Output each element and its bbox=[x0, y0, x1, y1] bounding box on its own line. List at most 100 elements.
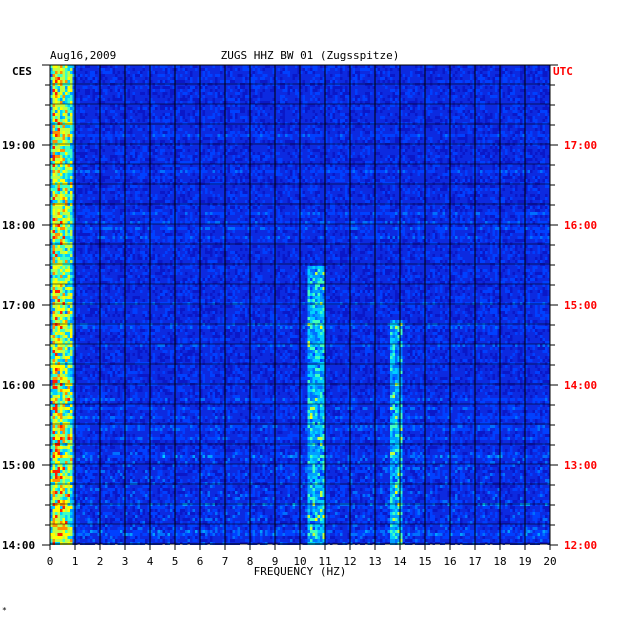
heatmap-cell bbox=[58, 137, 61, 140]
heatmap-cell bbox=[60, 77, 63, 80]
heatmap-cell bbox=[483, 86, 486, 89]
heatmap-cell bbox=[495, 137, 498, 140]
heatmap-cell bbox=[135, 80, 138, 83]
heatmap-cell bbox=[145, 137, 148, 140]
heatmap-cell bbox=[105, 152, 108, 155]
heatmap-cell bbox=[443, 74, 446, 77]
heatmap-cell bbox=[380, 125, 383, 128]
heatmap-cell bbox=[508, 77, 511, 80]
heatmap-cell bbox=[433, 98, 436, 101]
heatmap-cell bbox=[230, 113, 233, 116]
heatmap-cell bbox=[453, 152, 456, 155]
heatmap-cell bbox=[540, 80, 543, 83]
heatmap-cell bbox=[93, 110, 96, 113]
heatmap-cell bbox=[130, 146, 133, 149]
heatmap-cell bbox=[395, 98, 398, 101]
heatmap-cell bbox=[155, 116, 158, 119]
heatmap-cell bbox=[338, 92, 341, 95]
heatmap-cell bbox=[263, 125, 266, 128]
heatmap-cell bbox=[383, 71, 386, 74]
heatmap-cell bbox=[460, 86, 463, 89]
heatmap-cell bbox=[60, 131, 63, 134]
heatmap-cell bbox=[263, 95, 266, 98]
heatmap-cell bbox=[78, 119, 81, 122]
heatmap-cell bbox=[145, 140, 148, 143]
heatmap-cell bbox=[303, 74, 306, 77]
heatmap-cell bbox=[543, 146, 546, 149]
heatmap-cell bbox=[533, 119, 536, 122]
heatmap-cell bbox=[495, 110, 498, 113]
heatmap-cell bbox=[88, 113, 91, 116]
heatmap-cell bbox=[343, 107, 346, 110]
heatmap-cell bbox=[360, 155, 363, 158]
heatmap-cell bbox=[230, 89, 233, 92]
heatmap-cell bbox=[55, 140, 58, 143]
heatmap-cell bbox=[535, 119, 538, 122]
heatmap-cell bbox=[353, 77, 356, 80]
heatmap-cell bbox=[70, 131, 73, 134]
heatmap-cell bbox=[205, 140, 208, 143]
heatmap-cell bbox=[515, 71, 518, 74]
heatmap-cell bbox=[360, 152, 363, 155]
heatmap-cell bbox=[318, 158, 321, 161]
heatmap-cell bbox=[490, 74, 493, 77]
heatmap-cell bbox=[278, 107, 281, 110]
heatmap-cell bbox=[538, 125, 541, 128]
heatmap-cell bbox=[68, 125, 71, 128]
heatmap-cell bbox=[240, 80, 243, 83]
heatmap-cell bbox=[260, 140, 263, 143]
heatmap-cell bbox=[413, 80, 416, 83]
heatmap-cell bbox=[478, 68, 481, 71]
heatmap-cell bbox=[455, 92, 458, 95]
heatmap-cell bbox=[415, 146, 418, 149]
heatmap-cell bbox=[158, 110, 161, 113]
heatmap-cell bbox=[183, 149, 186, 152]
heatmap-cell bbox=[63, 155, 66, 158]
heatmap-cell bbox=[85, 95, 88, 98]
heatmap-cell bbox=[353, 155, 356, 158]
heatmap-cell bbox=[153, 77, 156, 80]
heatmap-cell bbox=[393, 152, 396, 155]
heatmap-cell bbox=[370, 68, 373, 71]
heatmap-cell bbox=[170, 149, 173, 152]
heatmap-cell bbox=[188, 89, 191, 92]
heatmap-cell bbox=[513, 86, 516, 89]
heatmap-cell bbox=[505, 74, 508, 77]
heatmap-cell bbox=[210, 146, 213, 149]
heatmap-cell bbox=[258, 155, 261, 158]
heatmap-cell bbox=[505, 119, 508, 122]
heatmap-cell bbox=[428, 128, 431, 131]
heatmap-cell bbox=[65, 149, 68, 152]
heatmap-cell bbox=[55, 95, 58, 98]
heatmap-cell bbox=[213, 77, 216, 80]
heatmap-cell bbox=[513, 146, 516, 149]
heatmap-cell bbox=[305, 155, 308, 158]
heatmap-cell bbox=[430, 134, 433, 137]
heatmap-cell bbox=[533, 71, 536, 74]
heatmap-cell bbox=[213, 140, 216, 143]
heatmap-cell bbox=[163, 152, 166, 155]
heatmap-cell bbox=[465, 116, 468, 119]
heatmap-cell bbox=[390, 119, 393, 122]
heatmap-cell bbox=[320, 89, 323, 92]
heatmap-cell bbox=[370, 125, 373, 128]
heatmap-cell bbox=[255, 155, 258, 158]
heatmap-cell bbox=[205, 155, 208, 158]
heatmap-cell bbox=[318, 119, 321, 122]
heatmap-cell bbox=[130, 89, 133, 92]
heatmap-cell bbox=[113, 110, 116, 113]
heatmap-cell bbox=[158, 155, 161, 158]
heatmap-cell bbox=[245, 155, 248, 158]
heatmap-cell bbox=[318, 113, 321, 116]
heatmap-cell bbox=[193, 119, 196, 122]
heatmap-cell bbox=[60, 110, 63, 113]
heatmap-cell bbox=[438, 86, 441, 89]
heatmap-cell bbox=[108, 131, 111, 134]
heatmap-cell bbox=[128, 155, 131, 158]
heatmap-cell bbox=[80, 110, 83, 113]
heatmap-cell bbox=[55, 149, 58, 152]
heatmap-cell bbox=[415, 95, 418, 98]
heatmap-cell bbox=[185, 128, 188, 131]
heatmap-cell bbox=[535, 140, 538, 143]
heatmap-cell bbox=[135, 116, 138, 119]
